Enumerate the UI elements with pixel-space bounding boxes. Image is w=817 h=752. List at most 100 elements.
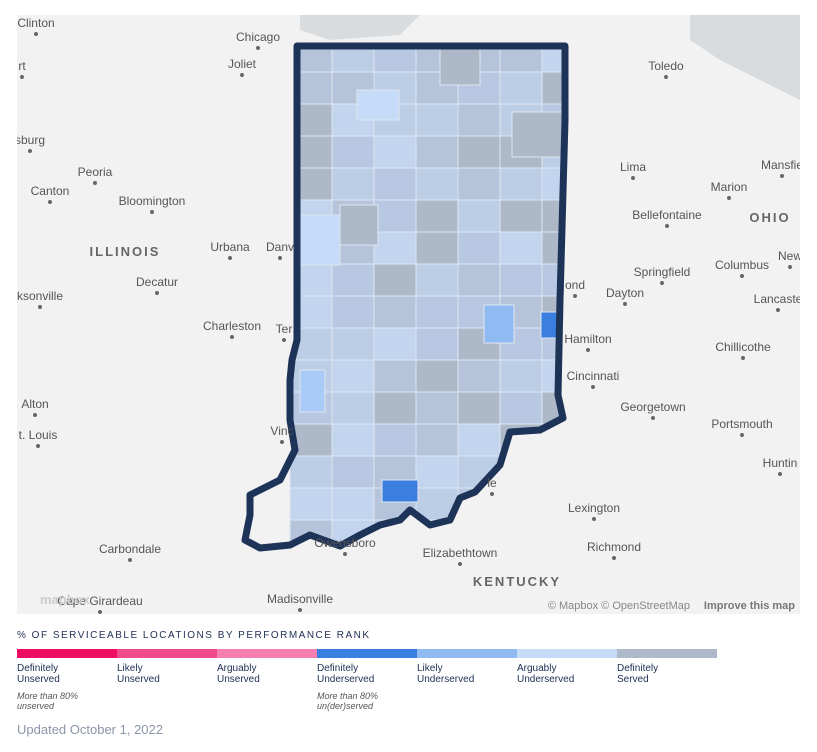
place-dot xyxy=(256,46,260,50)
place-dot xyxy=(36,444,40,448)
legend-swatch xyxy=(117,649,217,658)
place-label: ond xyxy=(565,278,585,292)
place-label: t. Louis xyxy=(19,428,58,442)
legend-item: Definitely Underserved More than 80% un(d… xyxy=(317,649,417,711)
place-label: Lexington xyxy=(568,501,620,515)
place-label: Urbana xyxy=(210,240,250,254)
place-dot xyxy=(660,281,664,285)
map[interactable]: Chicago Joliet Toledo Peoria Canton Bloomingt… xyxy=(17,15,800,614)
county xyxy=(457,199,501,233)
place-dot xyxy=(586,348,590,352)
place-dot xyxy=(343,552,347,556)
county xyxy=(415,359,459,393)
place-label: Cape Girardeau xyxy=(57,594,142,608)
place-dot xyxy=(727,196,731,200)
county xyxy=(331,263,375,297)
county xyxy=(415,455,459,489)
place-dot xyxy=(228,256,232,260)
legend-label: Arguably Unserved xyxy=(217,663,260,685)
place-dot xyxy=(48,200,52,204)
county xyxy=(331,295,375,329)
county xyxy=(373,231,417,265)
county xyxy=(373,423,417,457)
place-label: Danv xyxy=(266,240,294,254)
legend-swatch xyxy=(17,649,117,658)
county xyxy=(457,391,501,425)
county xyxy=(331,327,375,361)
improve-link[interactable]: Improve this map xyxy=(704,600,795,612)
county xyxy=(373,295,417,329)
place-label: Mansfie xyxy=(761,158,800,172)
place-dot xyxy=(612,556,616,560)
place-label: Elizabethtown xyxy=(423,546,498,560)
county xyxy=(331,359,375,393)
place-dot xyxy=(776,308,780,312)
county xyxy=(499,391,543,425)
county xyxy=(415,391,459,425)
county xyxy=(499,359,543,393)
county xyxy=(373,263,417,297)
place-dot xyxy=(631,176,635,180)
county xyxy=(339,204,379,246)
place-dot xyxy=(740,274,744,278)
county xyxy=(457,135,501,169)
place-dot xyxy=(93,181,97,185)
legend-swatch xyxy=(617,649,717,658)
place-dot xyxy=(240,73,244,77)
legend-item: Definitely Served xyxy=(617,649,717,711)
county xyxy=(415,135,459,169)
county xyxy=(511,111,563,158)
county xyxy=(415,263,459,297)
place-dot xyxy=(128,558,132,562)
place-label: Peoria xyxy=(78,165,113,179)
place-dot xyxy=(28,149,32,153)
legend-label: Likely Unserved xyxy=(117,663,160,685)
state-label: KENTUCKY xyxy=(473,574,561,589)
place-dot xyxy=(458,562,462,566)
place-label: Portsmouth xyxy=(711,417,772,431)
place-label: Clinton xyxy=(17,16,54,30)
updated: Updated October 1, 2022 xyxy=(17,722,163,737)
legend-label: Definitely Served xyxy=(617,663,659,685)
legend-swatch xyxy=(217,649,317,658)
county xyxy=(415,167,459,201)
legend-note: More than 80% unserved xyxy=(17,691,79,711)
place-label: Hamilton xyxy=(564,332,611,346)
place-dot xyxy=(665,224,669,228)
place-dot xyxy=(788,265,792,269)
legend-item: Arguably Unserved xyxy=(217,649,317,711)
county xyxy=(373,199,417,233)
place-label: Georgetown xyxy=(620,400,685,414)
county xyxy=(415,295,459,329)
legend-title: % OF SERVICEABLE LOCATIONS BY PERFORMANC… xyxy=(17,630,371,641)
place-dot xyxy=(778,472,782,476)
place-label: Chicago xyxy=(236,30,280,44)
place-dot xyxy=(155,291,159,295)
county xyxy=(289,487,333,521)
place-dot xyxy=(740,433,744,437)
legend: % OF SERVICEABLE LOCATIONS BY PERFORMANC… xyxy=(17,630,717,711)
place-dot xyxy=(278,256,282,260)
place-dot xyxy=(591,385,595,389)
attribution: © Mapbox © OpenStreetMap xyxy=(548,600,690,612)
legend-note: More than 80% un(der)served xyxy=(317,691,379,711)
place-label: Bellefontaine xyxy=(632,208,702,222)
place-label: Springfield xyxy=(634,265,691,279)
county xyxy=(331,135,375,169)
place-dot xyxy=(651,416,655,420)
county xyxy=(373,167,417,201)
place-label: Canton xyxy=(31,184,70,198)
place-label: Toledo xyxy=(648,59,684,73)
county xyxy=(415,231,459,265)
county xyxy=(415,103,459,137)
place-dot xyxy=(573,294,577,298)
county xyxy=(499,199,543,233)
place-dot xyxy=(280,440,284,444)
county xyxy=(289,455,333,489)
legend-swatch xyxy=(317,649,417,658)
place-dot xyxy=(592,517,596,521)
county xyxy=(457,103,501,137)
state-label: OHIO xyxy=(749,210,790,225)
county xyxy=(499,231,543,265)
